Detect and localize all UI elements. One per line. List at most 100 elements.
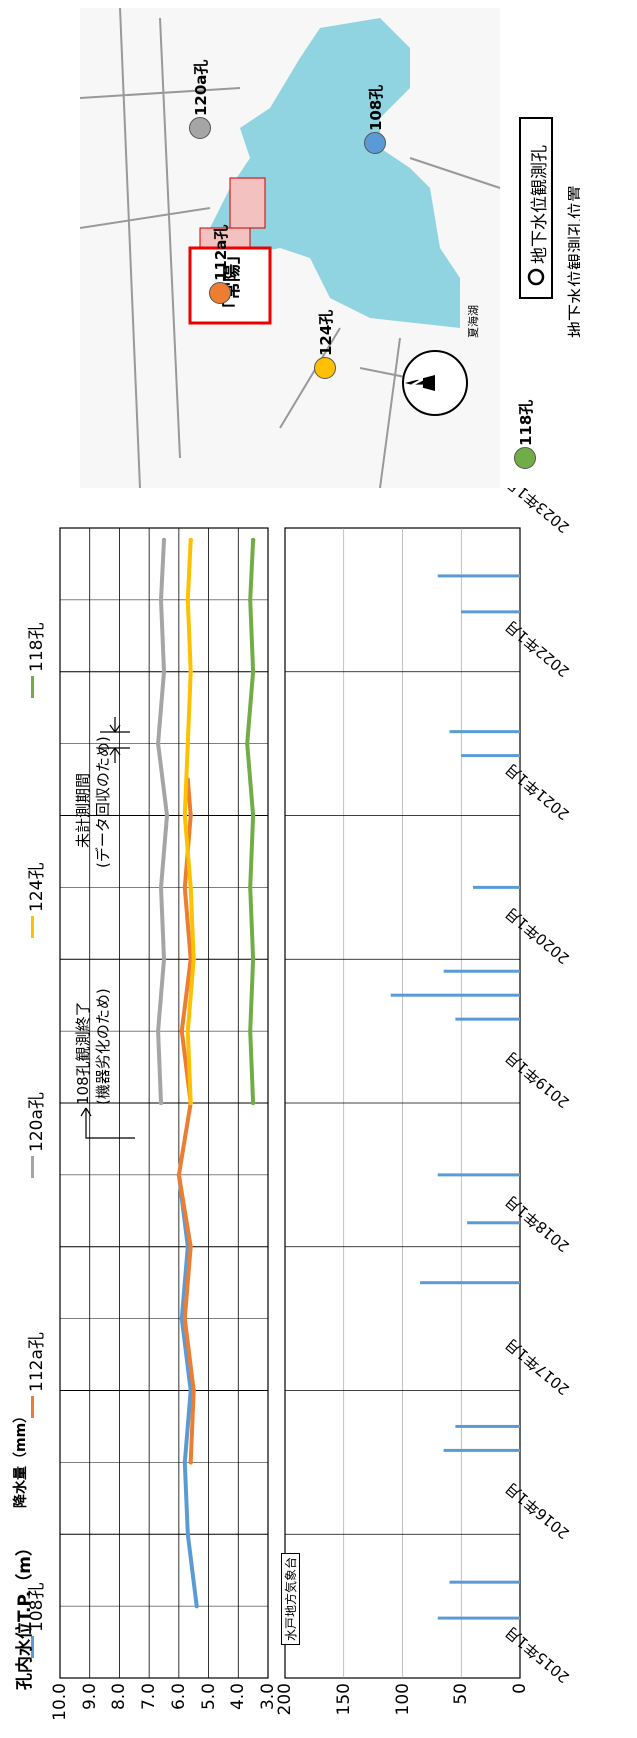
legend-label-118孔: 118孔 [27, 622, 47, 672]
series-point-118孔 [250, 537, 256, 543]
series-point-124孔 [185, 1028, 190, 1034]
map-marker-label-120a孔: 120a孔 [192, 59, 210, 116]
series-point-112a孔 [179, 1028, 185, 1034]
map-marker-label-124孔: 124孔 [317, 309, 335, 356]
gap-arrows-icon [109, 717, 121, 763]
series-point-112a孔 [191, 1388, 196, 1393]
series-point-118孔 [245, 741, 250, 746]
facility-label-box [188, 246, 272, 325]
water-level-y-tick: 7.0 [139, 1683, 160, 1711]
rainfall-bar [455, 1424, 520, 1428]
legend-swatch [31, 916, 34, 938]
lake-label: 夏海湖 [467, 305, 480, 338]
series-point-120a孔 [158, 885, 164, 890]
series-point-112a孔 [188, 1460, 193, 1465]
map-legend-label: 地下水位観測孔 [530, 145, 550, 264]
compass-needle [405, 375, 435, 391]
lake [210, 18, 460, 328]
facility-building-2 [229, 177, 266, 229]
series-point-112a孔 [182, 885, 188, 890]
water-level-y-tick: 4.0 [228, 1683, 249, 1711]
legend-swatch [31, 1156, 34, 1178]
annotation-108-leader [85, 1108, 135, 1139]
compass-label: N [408, 375, 427, 389]
series-point-112a孔 [188, 1244, 193, 1249]
series-point-120a孔 [155, 741, 161, 746]
map-caption: 地下水位観測孔位置 [567, 185, 580, 338]
legend-label-112a孔: 112a孔 [27, 1332, 47, 1392]
legend-label-120a孔: 120a孔 [27, 1092, 47, 1152]
series-point-118孔 [250, 957, 256, 962]
map-marker-label-112a孔: 112a孔 [212, 224, 230, 281]
series-point-108孔 [185, 1532, 190, 1537]
location-map: 「常陽」 夏海湖 N 地下水位観測孔 地下水位観測孔位置 112a孔 124孔 11… [80, 8, 580, 488]
water-level-y-tick: 5.0 [198, 1683, 219, 1711]
rainfall-y-tick: 100 [392, 1683, 413, 1716]
map-marker-118孔 [514, 447, 536, 469]
water-level-grid [59, 527, 269, 1679]
series-point-124孔 [182, 813, 188, 818]
rainfall-bar [420, 1281, 520, 1285]
water-level-y-tick: 6.0 [168, 1683, 189, 1711]
rainfall-bar [473, 885, 520, 889]
series-point-120a孔 [158, 1100, 164, 1106]
rainfall-bar [467, 1221, 520, 1225]
map-legend-circle-icon [527, 268, 545, 286]
series-point-124孔 [188, 537, 193, 543]
rainfall-bar [449, 730, 520, 734]
series-line-120a孔 [156, 538, 169, 1105]
map-marker-108孔 [364, 132, 386, 154]
rainfall-bar [449, 1580, 520, 1584]
rainfall-bar [437, 574, 520, 578]
annotation-108-reason: (機器劣化のため) [94, 988, 112, 1105]
map-marker-124孔 [314, 357, 336, 379]
water-level-y-tick: 8.0 [109, 1683, 130, 1711]
annotation-108-end: 108孔観測終了 [74, 1001, 92, 1105]
source-label: 水戸地方気象台 [281, 1552, 300, 1645]
series-point-120a孔 [161, 957, 167, 962]
map-svg [80, 8, 553, 488]
water-level-series [155, 537, 256, 1609]
rainfall-y-tick: 200 [275, 1683, 295, 1716]
series-point-124孔 [188, 1100, 193, 1106]
series-point-118孔 [250, 1100, 256, 1106]
rainfall-bars [390, 574, 520, 1620]
rainfall-bar [390, 993, 520, 997]
rainfall-bar [461, 754, 520, 758]
rainfall-bar [443, 1448, 520, 1452]
series-point-118孔 [247, 885, 253, 890]
rainfall-bar [443, 969, 520, 973]
legend-swatch [31, 676, 34, 698]
series-point-118孔 [247, 1028, 253, 1034]
series-point-108孔 [182, 1460, 188, 1465]
rainfall-y-tick: 150 [333, 1683, 354, 1716]
series-point-120a孔 [155, 1028, 161, 1034]
series-point-108孔 [194, 1603, 199, 1609]
series-point-124孔 [188, 885, 193, 890]
map-marker-112a孔 [209, 282, 231, 304]
water-level-y-tick: 10.0 [50, 1683, 70, 1721]
map-marker-label-108孔: 108孔 [367, 84, 385, 131]
series-point-124孔 [185, 597, 190, 603]
rainfall-bar [461, 610, 520, 614]
rainfall-bar [455, 1017, 520, 1021]
series-point-124孔 [185, 741, 190, 746]
annotation-lines [80, 717, 135, 1139]
bottom-ylabel: 降水量（mm） [13, 1408, 29, 1508]
series-point-118孔 [247, 597, 253, 603]
legend-label-124孔: 124孔 [27, 862, 47, 912]
rainfall-y-tick: 50 [451, 1683, 472, 1705]
annotation-gap-reason: (データ回収のため) [94, 736, 112, 868]
series-point-118孔 [250, 813, 256, 818]
rainfall-grid [284, 527, 521, 1679]
legend-swatch [31, 1396, 34, 1418]
rainfall-y-tick: 0 [510, 1683, 530, 1694]
annotation-108-arrow-icon [80, 1107, 92, 1117]
series-point-118孔 [250, 669, 256, 674]
series-point-120a孔 [161, 669, 167, 674]
series-point-124孔 [191, 957, 196, 962]
series-point-124孔 [188, 669, 193, 674]
series-point-120a孔 [164, 813, 170, 818]
water-level-y-tick: 9.0 [79, 1683, 100, 1711]
